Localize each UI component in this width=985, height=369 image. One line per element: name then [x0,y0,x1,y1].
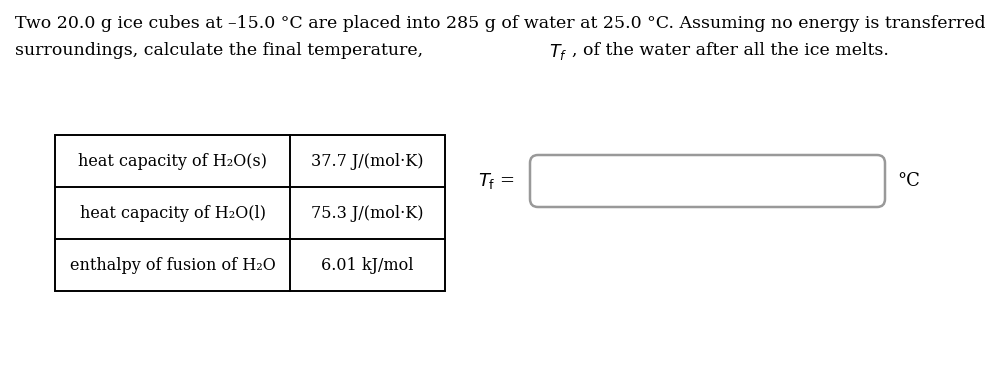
Text: heat capacity of H₂O(l): heat capacity of H₂O(l) [80,204,266,221]
Text: 37.7 J/(mol·K): 37.7 J/(mol·K) [311,152,424,169]
Bar [55,135,445,291]
Text: heat capacity of H₂O(s): heat capacity of H₂O(s) [78,152,267,169]
Text: enthalpy of fusion of H₂O: enthalpy of fusion of H₂O [70,256,276,273]
Text: surroundings, calculate the final temperature,: surroundings, calculate the final temper… [15,42,428,59]
Text: $T_f$: $T_f$ [549,42,567,62]
Text: $T_{\rm f}$ =: $T_{\rm f}$ = [479,171,515,191]
Text: , of the water after all the ice melts.: , of the water after all the ice melts. [572,42,889,59]
Text: 75.3 J/(mol·K): 75.3 J/(mol·K) [311,204,424,221]
Text: 6.01 kJ/mol: 6.01 kJ/mol [321,256,414,273]
FancyBboxPatch shape [530,155,885,207]
Bar [55,135,445,291]
Text: °C: °C [897,172,920,190]
Text: Two 20.0 g ice cubes at –15.0 °C are placed into 285 g of water at 25.0 °C. Assu: Two 20.0 g ice cubes at –15.0 °C are pla… [15,15,985,32]
